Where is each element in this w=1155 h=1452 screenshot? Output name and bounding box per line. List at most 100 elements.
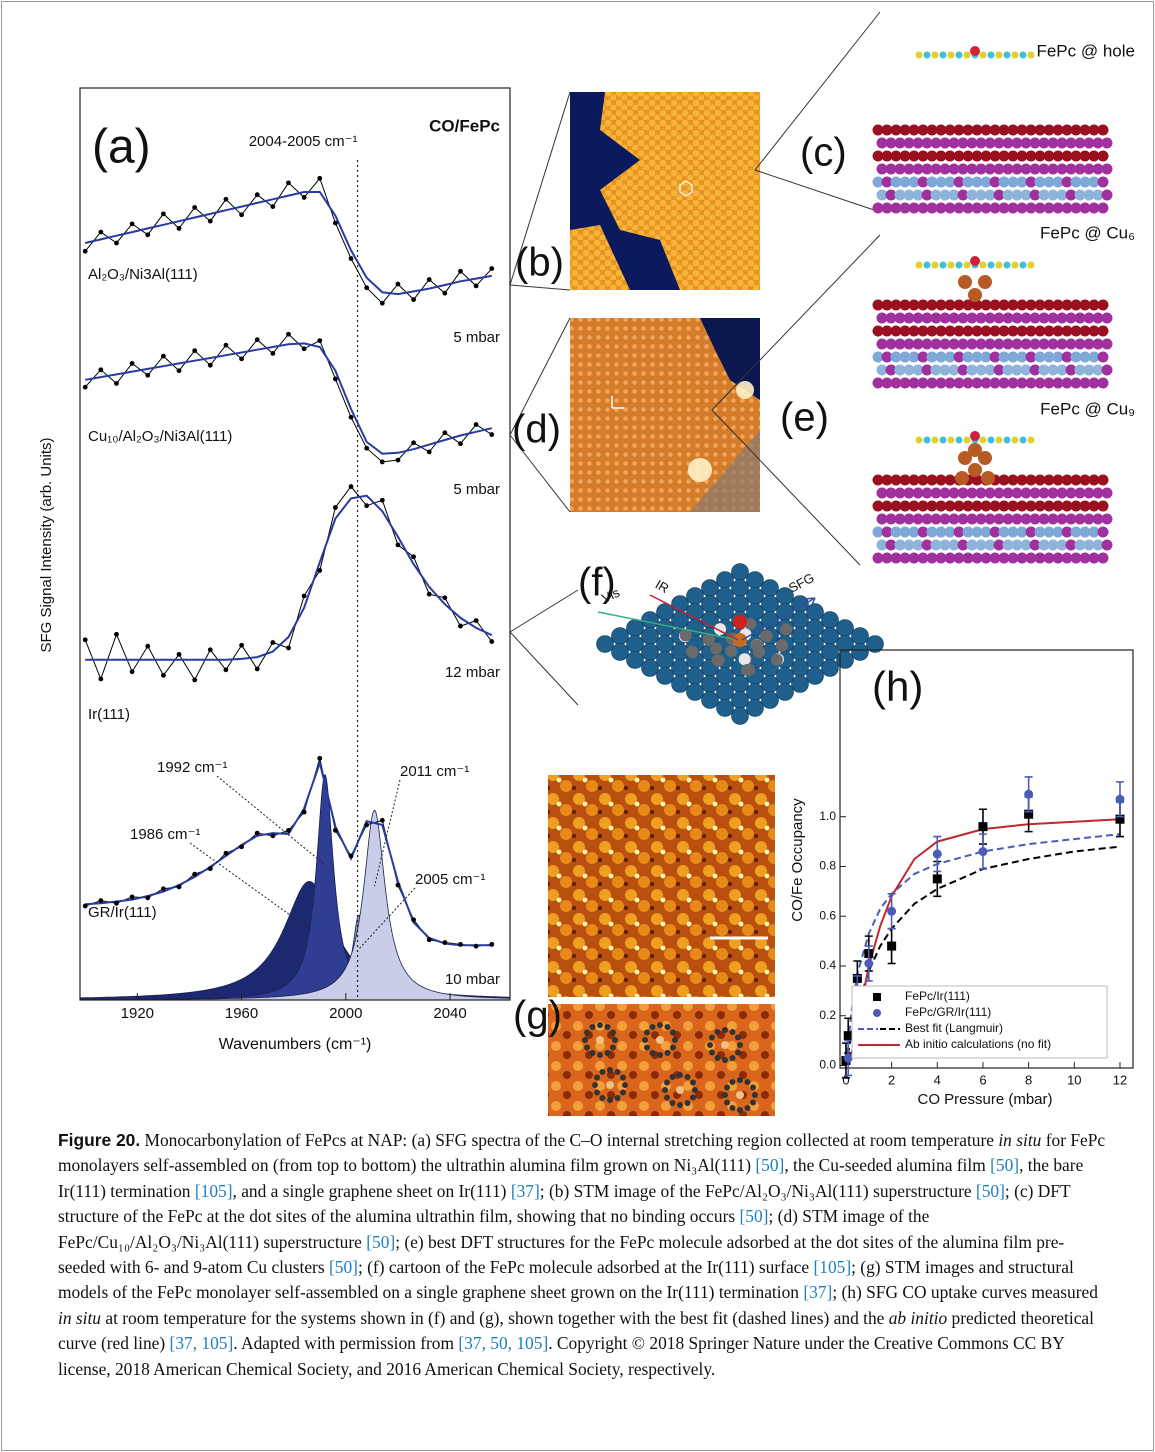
caption-text: at room temperature for the systems show… bbox=[101, 1308, 889, 1328]
atom bbox=[996, 262, 1003, 269]
atom bbox=[1020, 52, 1027, 59]
data-point bbox=[145, 373, 150, 378]
data-point bbox=[333, 221, 338, 226]
substrate-atom bbox=[822, 612, 839, 629]
data-point bbox=[442, 291, 447, 296]
data-point bbox=[270, 640, 275, 645]
molecule-atom bbox=[686, 646, 698, 658]
atom bbox=[1012, 262, 1019, 269]
substrate-atom bbox=[807, 668, 824, 685]
dft-structures bbox=[873, 46, 1113, 564]
substrate-atom bbox=[792, 612, 809, 629]
substrate-atom bbox=[807, 652, 824, 669]
atom bbox=[988, 437, 995, 444]
model-atom bbox=[600, 1069, 606, 1075]
substrate-atom bbox=[837, 620, 854, 637]
model-atom bbox=[730, 1029, 736, 1035]
model-atom bbox=[715, 1055, 721, 1061]
atom bbox=[1098, 326, 1109, 337]
data-point bbox=[286, 180, 291, 185]
cu-atom bbox=[968, 463, 982, 477]
model-atom bbox=[590, 1050, 596, 1056]
data-point bbox=[286, 332, 291, 337]
atom bbox=[916, 437, 923, 444]
spectrum-label: Al₂O₃/Ni3Al(111) bbox=[88, 266, 198, 283]
data-point bbox=[83, 904, 88, 909]
substrate-atom bbox=[732, 580, 749, 597]
data-point bbox=[161, 886, 166, 891]
data-point bbox=[114, 632, 119, 637]
atom bbox=[1012, 52, 1019, 59]
data-point bbox=[427, 592, 432, 597]
beam-label: IR bbox=[653, 577, 672, 596]
data-point bbox=[192, 677, 197, 682]
substrate-atom bbox=[732, 676, 749, 693]
substrate-atom bbox=[657, 668, 674, 685]
data-point bbox=[458, 942, 463, 947]
substrate-atom bbox=[642, 628, 659, 645]
data-point bbox=[442, 430, 447, 435]
pressure-label: 10 mbar bbox=[445, 971, 500, 988]
data-point bbox=[192, 348, 197, 353]
substrate-atom bbox=[657, 620, 674, 637]
data-point bbox=[489, 266, 494, 271]
data-point bbox=[411, 917, 416, 922]
data-point bbox=[114, 241, 119, 246]
legend-label: FePc/GR/Ir(111) bbox=[905, 1005, 991, 1019]
atom bbox=[1102, 190, 1113, 201]
model-atom bbox=[730, 1105, 736, 1111]
model-atom bbox=[735, 1035, 741, 1041]
data-point bbox=[458, 269, 463, 274]
model-atom bbox=[662, 1087, 668, 1093]
data-point bbox=[380, 498, 385, 503]
peak-label: 1992 cm⁻¹ bbox=[157, 759, 227, 776]
data-point bbox=[255, 192, 260, 197]
data-point bbox=[978, 847, 987, 856]
caption-text: [50] bbox=[976, 1181, 1005, 1201]
data-point bbox=[933, 874, 942, 883]
substrate-atom bbox=[792, 644, 809, 661]
atom bbox=[1102, 138, 1113, 149]
substrate-atom bbox=[822, 660, 839, 677]
model-atom bbox=[615, 1095, 621, 1101]
data-point bbox=[255, 337, 260, 342]
model-atom bbox=[665, 1050, 671, 1056]
model-atom bbox=[584, 1030, 590, 1036]
model-atom bbox=[592, 1082, 598, 1088]
data-point bbox=[83, 385, 88, 390]
model-atom bbox=[722, 1092, 728, 1098]
pressure-label: 12 mbar bbox=[445, 664, 500, 681]
caption-text: [37] bbox=[803, 1282, 832, 1302]
substrate-atom bbox=[807, 604, 824, 621]
data-point bbox=[192, 872, 197, 877]
data-point bbox=[411, 297, 416, 302]
data-point bbox=[208, 363, 213, 368]
data-point bbox=[474, 618, 479, 623]
atom bbox=[1098, 527, 1109, 538]
substrate-atom bbox=[792, 660, 809, 677]
model-atom bbox=[730, 1079, 736, 1085]
atom bbox=[980, 52, 987, 59]
atom bbox=[1102, 488, 1113, 499]
data-point bbox=[286, 646, 291, 651]
atom bbox=[924, 262, 931, 269]
data-point bbox=[489, 639, 494, 644]
model-atom bbox=[610, 1030, 616, 1036]
model-atom bbox=[620, 1090, 626, 1096]
caption-text: . Adapted with permission from bbox=[233, 1333, 458, 1353]
data-point bbox=[349, 484, 354, 489]
panel-label: (b) bbox=[515, 241, 564, 285]
data-line bbox=[85, 178, 492, 303]
model-atom bbox=[670, 1100, 676, 1106]
atom bbox=[980, 262, 987, 269]
model-atom bbox=[670, 1030, 676, 1036]
caption-text: [105] bbox=[195, 1181, 233, 1201]
substrate-atom bbox=[717, 604, 734, 621]
data-point bbox=[427, 937, 432, 942]
chart-title: CO/FePc bbox=[429, 116, 500, 135]
peak-label: 1986 cm⁻¹ bbox=[130, 826, 200, 843]
model-atom bbox=[664, 1095, 670, 1101]
substrate-atom bbox=[717, 700, 734, 717]
stm-bright-spot bbox=[688, 458, 712, 482]
data-point bbox=[1024, 790, 1033, 799]
